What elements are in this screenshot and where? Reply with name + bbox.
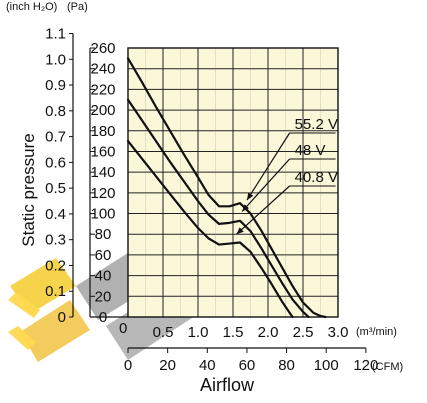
series-line-2	[126, 98, 310, 319]
secondary-y-tick-label: 0.9	[45, 77, 66, 94]
secondary-x-tick-label: 100	[314, 357, 339, 374]
primary-y-tick-label: 20	[95, 288, 112, 305]
primary-y-unit: (Pa)	[67, 1, 88, 13]
secondary-y-tick-label: 0.3	[45, 232, 66, 249]
secondary-y-tick-label: 0.5	[45, 180, 66, 197]
secondary-x-tick-label: 20	[159, 357, 176, 374]
x-zero-label: 0	[119, 320, 127, 337]
x-tick-label: 1.0	[188, 324, 209, 341]
x-tick-label: 0.5	[153, 324, 174, 341]
primary-y-tick-label: 140	[90, 164, 115, 181]
secondary-y-tick-label: 0.1	[45, 283, 66, 300]
primary-y-tick-label: 100	[90, 206, 115, 223]
secondary-x-tick-label: 0	[124, 357, 132, 374]
secondary-x-tick-label: 60	[239, 357, 256, 374]
series-arrow-1	[246, 132, 291, 201]
x-axis-title: Airflow	[200, 375, 255, 395]
series-arrowhead-3	[236, 227, 244, 235]
y-axis-title: Static pressure	[19, 133, 38, 246]
secondary-y-tick-label: 1.1	[45, 26, 66, 43]
x-tick-label: 2.5	[293, 324, 314, 341]
series-line-1	[126, 57, 327, 319]
secondary-y-tick-label: 0.6	[45, 154, 66, 171]
plot-frame	[127, 47, 339, 318]
primary-y-tick-label: 200	[90, 102, 115, 119]
series-arrow-2	[241, 158, 291, 212]
series-arrowhead-1	[247, 192, 254, 201]
primary-y-tick-label: 120	[90, 185, 115, 202]
primary-y-tick-label: 220	[90, 81, 115, 98]
primary-y-tick-label: 40	[95, 268, 112, 285]
secondary-y-unit: (inch H₂O)	[6, 1, 57, 13]
primary-y-tick-label: 0	[99, 309, 107, 326]
series-label-2: 48 V	[295, 142, 326, 159]
primary-y-tick-label: 180	[90, 123, 115, 140]
primary-x-unit: (m³/min)	[356, 326, 397, 338]
primary-y-tick-label: 80	[95, 226, 112, 243]
primary-y-tick-label: 240	[90, 61, 115, 78]
secondary-x-tick-label: 120	[353, 357, 378, 374]
series-arrow-3	[236, 185, 291, 235]
secondary-y-tick-label: 0.4	[45, 206, 66, 223]
series-line-3	[126, 140, 294, 319]
series-label-3: 40.8 V	[295, 169, 338, 186]
secondary-y-tick-label: 0.8	[45, 103, 66, 120]
x-tick-label: 1.5	[223, 324, 244, 341]
secondary-x-tick-label: 40	[199, 357, 216, 374]
secondary-y-tick-label: 0.2	[45, 257, 66, 274]
secondary-x-unit: (CFM)	[372, 361, 403, 373]
primary-y-tick-label: 60	[95, 247, 112, 264]
secondary-y-tick-label: 0	[58, 309, 66, 326]
series-arrowhead-2	[242, 204, 250, 212]
secondary-y-tick-label: 0.7	[45, 129, 66, 146]
primary-y-tick-label: 260	[90, 40, 115, 57]
secondary-x-tick-label: 80	[278, 357, 295, 374]
primary-y-tick-label: 160	[90, 143, 115, 160]
series-label-1: 55.2 V	[295, 116, 338, 133]
x-tick-label: 3.0	[328, 324, 349, 341]
x-tick-label: 2.0	[258, 324, 279, 341]
secondary-y-tick-label: 1.0	[45, 51, 66, 68]
